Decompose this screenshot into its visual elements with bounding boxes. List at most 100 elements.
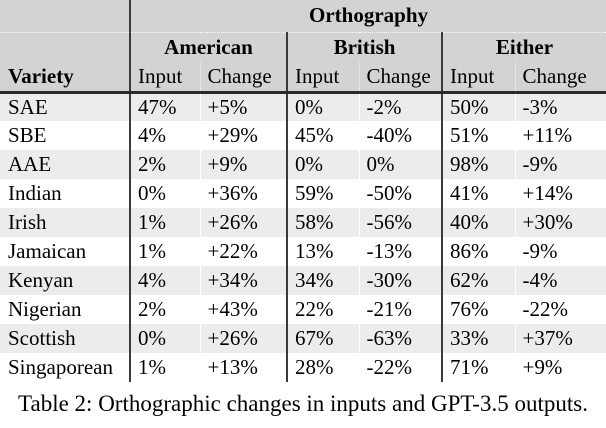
data-cell: -2% [358,92,442,121]
data-cell: 0% [358,150,442,179]
variety-cell: Kenyan [8,268,74,292]
data-cell: -13% [358,237,442,266]
data-cell: 4% [129,121,200,150]
table-row: Nigerian 2% +43% 22% -21% 76% -22% [0,295,606,324]
table-row: Jamaican 1% +22% 13% -13% 86% -9% [0,237,606,266]
data-cell: 98% [441,150,515,179]
data-cell: -3% [514,92,606,121]
data-cell: -30% [358,266,442,295]
variety-cell: Jamaican [8,239,87,263]
data-cell: -22% [514,295,606,324]
variety-cell: Irish [8,210,47,234]
data-cell: 22% [286,295,359,324]
data-cell: +9% [514,353,606,382]
data-cell: 59% [286,179,359,208]
data-cell: +11% [514,121,606,150]
col-header-british-input: Input [286,62,359,94]
variety-cell: Scottish [8,326,76,350]
data-cell: 71% [441,353,515,382]
data-cell: 2% [129,295,200,324]
data-cell: 50% [441,92,515,121]
table-row: Kenyan 4% +34% 34% -30% 62% -4% [0,266,606,295]
variety-cell: SAE [8,94,48,119]
orthography-table: Orthography American British Either Vari… [0,0,606,382]
data-cell: 45% [286,121,359,150]
variety-cell: AAE [8,152,52,176]
data-cell: 58% [286,208,359,237]
data-cell: +34% [199,266,287,295]
data-cell: 1% [129,237,200,266]
table-body: SAE 47% +5% 0% -2% 50% -3% SBE 4% +29% 4… [0,92,606,382]
header-row-columns: Variety Input Change Input Change Input … [0,62,606,94]
header-row-orthography: Orthography [0,0,606,33]
table-row: SAE 47% +5% 0% -2% 50% -3% [0,92,606,121]
data-cell: 0% [129,324,200,353]
data-cell: 34% [286,266,359,295]
data-cell: 0% [129,179,200,208]
data-cell: +13% [199,353,287,382]
group-header-orthography: Orthography [128,0,606,33]
data-cell: 33% [441,324,515,353]
data-cell: -40% [358,121,442,150]
table-row: SBE 4% +29% 45% -40% 51% +11% [0,121,606,150]
table-row: Indian 0% +36% 59% -50% 41% +14% [0,179,606,208]
data-cell: 51% [441,121,515,150]
data-cell: 2% [129,150,200,179]
data-cell: -63% [358,324,442,353]
col-header-british-change: Change [358,62,442,94]
table-row: Singaporean 1% +13% 28% -22% 71% +9% [0,353,606,382]
variety-cell: SBE [8,123,47,147]
header-spacer [0,32,130,62]
data-cell: 4% [129,266,200,295]
data-cell: -21% [358,295,442,324]
data-cell: +22% [199,237,287,266]
data-cell: 1% [129,353,200,382]
data-cell: 41% [441,179,515,208]
data-cell: -9% [514,237,606,266]
data-cell: +26% [199,324,287,353]
col-header-american-input: Input [129,62,200,94]
col-header-either-change: Change [514,62,606,94]
header-row-groups: American British Either [0,32,606,62]
data-cell: -56% [358,208,442,237]
data-cell: +30% [514,208,606,237]
data-cell: +37% [514,324,606,353]
data-cell: 76% [441,295,515,324]
data-cell: +29% [199,121,287,150]
col-group-british: British [286,32,442,62]
data-cell: -9% [514,150,606,179]
variety-cell: Singaporean [8,355,113,379]
data-cell: +43% [199,295,287,324]
variety-cell: Nigerian [8,297,82,321]
data-cell: 1% [129,208,200,237]
data-cell: +14% [514,179,606,208]
data-cell: 86% [441,237,515,266]
data-cell: -22% [358,353,442,382]
data-cell: +26% [199,208,287,237]
header-spacer [0,0,130,33]
variety-cell: Indian [8,181,62,205]
table-caption: Table 2: Orthographic changes in inputs … [18,391,588,416]
data-cell: 62% [441,266,515,295]
col-header-either-input: Input [441,62,515,94]
col-group-american: American [129,32,287,62]
table-header: Orthography American British Either Vari… [0,0,606,94]
data-cell: 40% [441,208,515,237]
data-cell: 0% [286,92,359,121]
data-cell: +9% [199,150,287,179]
col-group-either: Either [440,32,606,62]
data-cell: 47% [129,92,200,121]
col-header-variety: Variety [0,62,130,94]
col-header-american-change: Change [199,62,287,94]
data-cell: +36% [199,179,287,208]
data-cell: -4% [514,266,606,295]
data-cell: 0% [286,150,359,179]
table-row: AAE 2% +9% 0% 0% 98% -9% [0,150,606,179]
data-cell: 13% [286,237,359,266]
table-row: Scottish 0% +26% 67% -63% 33% +37% [0,324,606,353]
data-cell: 67% [286,324,359,353]
data-cell: 28% [286,353,359,382]
data-cell: +5% [199,92,287,121]
table-row: Irish 1% +26% 58% -56% 40% +30% [0,208,606,237]
data-cell: -50% [358,179,442,208]
